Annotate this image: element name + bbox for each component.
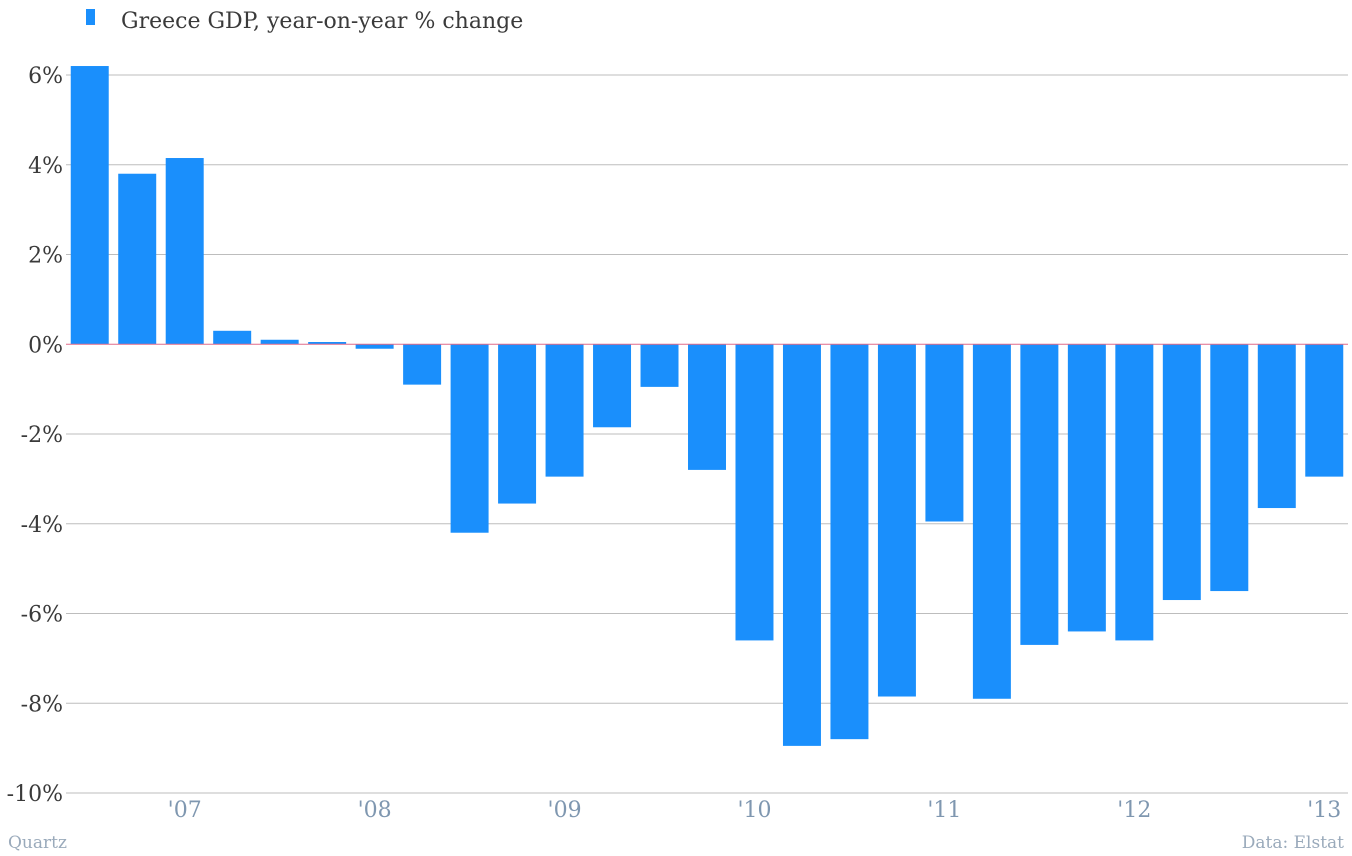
y-tick-label: -4% — [21, 513, 63, 538]
bar — [1067, 344, 1106, 632]
bar — [1115, 344, 1154, 641]
x-tick-label: '12 — [1117, 798, 1151, 823]
bar — [735, 344, 774, 641]
y-tick-label: 2% — [28, 244, 63, 269]
bar — [972, 344, 1011, 699]
bar — [403, 344, 442, 385]
x-tick-label: '10 — [737, 798, 771, 823]
y-tick-label: -2% — [21, 423, 63, 448]
y-tick-label: 4% — [28, 154, 63, 179]
bar — [925, 344, 964, 522]
bar — [1020, 344, 1059, 645]
bar — [165, 158, 204, 345]
source-right: Data: Elstat — [1242, 833, 1344, 853]
bar — [877, 344, 916, 697]
bar — [450, 344, 489, 533]
y-tick-label: -8% — [21, 692, 63, 717]
legend-label: Greece GDP, year-on-year % change — [121, 9, 523, 34]
gridlines — [66, 74, 1348, 794]
bar — [1210, 344, 1249, 592]
bar — [308, 342, 347, 345]
x-axis: '07 '08 '09 '10 '11 '12 '13 — [168, 798, 1342, 823]
x-tick-label: '09 — [548, 798, 582, 823]
bars — [70, 66, 1344, 746]
y-axis: 6% 4% 2% 0% -2% -4% -6% -8% -10% — [7, 64, 63, 807]
bar — [118, 173, 157, 345]
y-tick-label: 0% — [28, 333, 63, 358]
bar — [213, 330, 252, 345]
bar — [688, 344, 726, 470]
y-tick-label: 6% — [28, 64, 63, 89]
source-left: Quartz — [8, 833, 67, 853]
legend: Greece GDP, year-on-year % change — [86, 9, 523, 34]
bar — [498, 344, 537, 504]
x-tick-label: '08 — [358, 798, 392, 823]
bar — [1257, 344, 1296, 509]
bar — [640, 344, 679, 387]
bar — [260, 339, 299, 345]
bar — [1162, 344, 1201, 601]
y-tick-label: -6% — [21, 603, 63, 628]
bar — [70, 66, 109, 345]
bar — [1305, 344, 1344, 477]
bar — [593, 344, 632, 428]
x-tick-label: '13 — [1307, 798, 1341, 823]
bar — [545, 344, 584, 477]
x-tick-label: '11 — [927, 798, 961, 823]
bar — [830, 344, 869, 740]
bar — [355, 344, 394, 349]
y-tick-label: -10% — [7, 782, 63, 807]
x-tick-label: '07 — [168, 798, 202, 823]
bar — [782, 344, 821, 746]
legend-swatch — [86, 9, 95, 25]
